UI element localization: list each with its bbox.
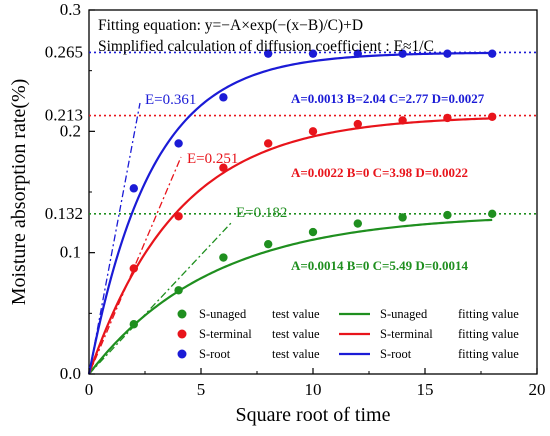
test-point-S-unaged [174,286,183,295]
fit-curve-S-terminal [87,117,493,375]
legend-fit-label: fitting value [458,307,519,321]
tangent-label-S-unaged: E=0.182 [236,205,287,221]
legend-test-marker-S-unaged [177,309,187,319]
tangent-label-S-terminal: E=0.251 [187,151,238,167]
x-tick-label: 15 [417,380,434,399]
test-point-S-unaged [443,210,452,220]
tangent-line-S-terminal [88,156,182,375]
test-point-S-unaged [308,227,318,237]
test-point-S-terminal [219,163,228,172]
y-tick-label: 0.3 [60,0,81,19]
x-axis-title: Square root of time [236,404,391,426]
test-point-S-root [443,49,452,58]
x-tick-label: 5 [197,380,206,399]
equation-line-1: Fitting equation: y=−A×exp(−(x−B)/C)+D [98,17,363,34]
test-point-S-unaged [219,253,228,262]
legend-test-name: S-terminal [199,327,252,341]
tangent-label-S-root: E=0.361 [145,92,196,108]
test-point-S-terminal [174,212,183,221]
legend-test-marker-S-terminal [177,329,187,339]
params-label-S-root: A=0.0013 B=2.04 C=2.77 D=0.0027 [291,91,485,106]
x-tick-label: 20 [529,380,546,399]
test-point-S-unaged [488,209,497,219]
legend-fit-name: S-root [380,347,412,361]
legend-test-label: test value [272,307,320,321]
legend-fit-name: S-unaged [380,307,428,321]
reference-label-S-root: 0.265 [45,42,83,61]
y-tick-label: 0.0 [60,364,81,383]
test-point-S-unaged [264,239,273,249]
test-point-S-root [174,139,183,148]
legend-fit-label: fitting value [458,327,519,341]
test-point-S-terminal [398,116,407,125]
test-point-S-terminal [443,113,452,123]
reference-label-S-terminal: 0.213 [45,106,83,125]
x-tick-label: 10 [305,380,322,399]
equation-line-2: Simplified calculation of diffusion coef… [98,38,434,55]
test-point-S-root [398,49,407,58]
test-point-S-terminal [353,119,362,129]
legend-test-marker-S-root [177,349,187,359]
y-tick-label: 0.2 [60,121,81,140]
y-tick-label: 0.1 [60,243,81,262]
reference-label-S-unaged: 0.132 [45,204,83,223]
legend-test-label: test value [272,347,320,361]
legend-test-label: test value [272,327,320,341]
test-point-S-unaged [398,213,407,222]
test-point-S-unaged [353,219,362,228]
test-point-S-root [129,184,138,193]
test-point-S-root [488,49,497,58]
test-point-S-root [264,49,273,58]
x-tick-label: 0 [85,380,94,399]
test-point-S-terminal [308,127,318,136]
tangent-line-S-unaged [88,221,233,375]
test-point-S-root [308,49,318,58]
legend-test-name: S-unaged [199,307,247,321]
legend-fit-name: S-terminal [380,327,433,341]
legend-test-name: S-root [199,347,231,361]
test-point-S-terminal [264,139,273,148]
params-label-S-terminal: A=0.0022 B=0 C=3.98 D=0.0022 [291,165,468,180]
fit-curve-S-unaged [88,218,493,375]
legend-fit-label: fitting value [458,347,519,361]
params-label-S-unaged: A=0.0014 B=0 C=5.49 D=0.0014 [291,258,468,273]
y-axis-title: Moisture absorption rate(%) [8,79,30,306]
test-point-S-root [353,49,362,58]
test-point-S-unaged [129,320,138,329]
test-point-S-terminal [488,112,497,121]
test-point-S-root [219,93,228,102]
fit-curve-S-root [87,51,493,375]
test-point-S-terminal [129,264,138,273]
